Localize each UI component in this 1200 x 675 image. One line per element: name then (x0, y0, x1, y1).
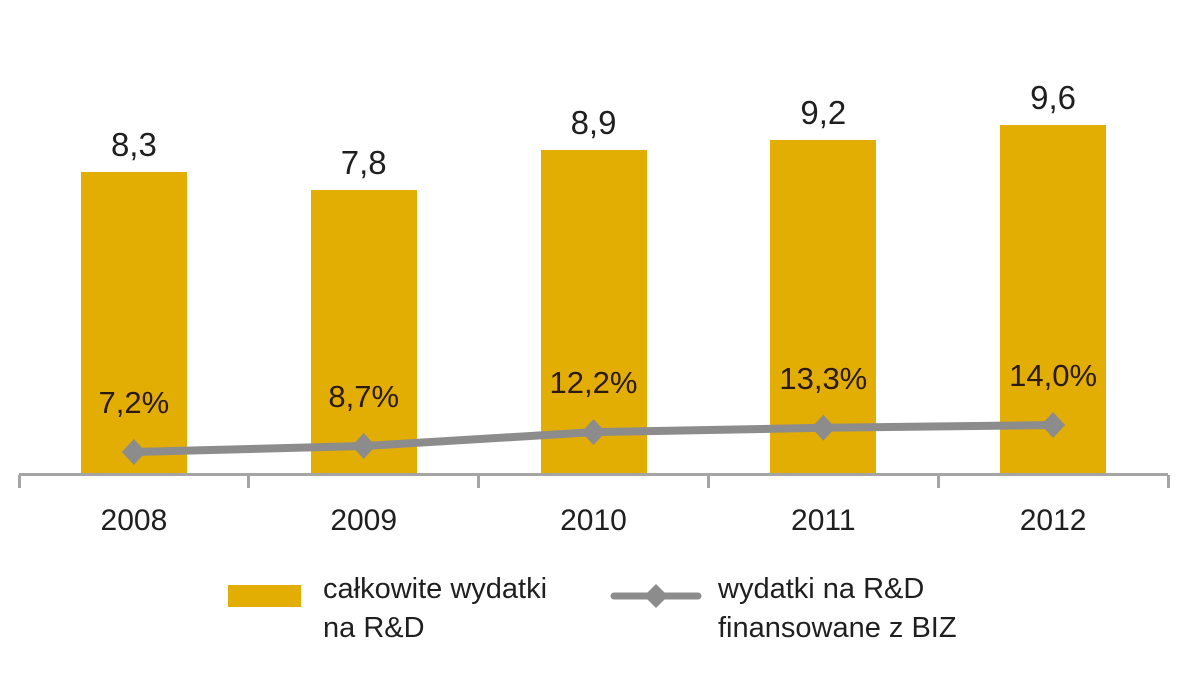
x-axis-tick-mark (1166, 475, 1170, 488)
bar-value-label: 7,8 (340, 144, 387, 182)
x-axis-tick-mark (936, 475, 940, 488)
x-axis-tick-label: 2010 (560, 504, 627, 537)
bar-2011 (770, 139, 877, 473)
bar-2010 (540, 150, 647, 473)
x-axis-line (19, 473, 1168, 476)
line-pct-label: 14,0% (1009, 358, 1098, 394)
legend-line-diamond-icon (610, 584, 702, 608)
x-axis-tick-mark (706, 475, 710, 488)
line-pct-label: 8,7% (328, 379, 400, 415)
x-axis-tick-label: 2008 (100, 504, 168, 537)
x-axis-tick-label: 2011 (791, 504, 856, 537)
line-pct-label: 12,2% (549, 365, 638, 401)
bar-2012 (1000, 125, 1107, 473)
legend-bar-swatch-icon (228, 585, 301, 607)
x-axis-tick-mark (247, 475, 251, 488)
bar-value-label: 9,6 (1030, 79, 1077, 116)
legend-label-line: na R&D (323, 612, 425, 644)
line-pct-label: 7,2% (98, 385, 170, 421)
legend-label-fdi-rd: wydatki na R&D finansowane z BIZ (718, 570, 957, 648)
bar-value-label: 9,2 (800, 93, 847, 131)
legend-label-line: wydatki na R&D (718, 573, 925, 605)
line-pct-label: 13,3% (779, 360, 868, 396)
x-axis-tick-mark (477, 475, 481, 488)
legend: całkowite wydatki na R&D wydatki na R&D … (0, 560, 1200, 675)
x-axis-tick-label: 2012 (1019, 504, 1087, 537)
bar-value-label: 8,9 (570, 104, 617, 142)
bar-2008 (80, 172, 187, 473)
bar-2009 (310, 190, 417, 473)
legend-label-line: całkowite wydatki (323, 573, 548, 605)
bar-value-label: 8,3 (110, 126, 157, 164)
legend-label-line: finansowane z BIZ (718, 612, 957, 644)
legend-label-total-rd: całkowite wydatki na R&D (323, 570, 547, 648)
x-axis-tick-mark (17, 475, 21, 488)
x-axis-tick-label: 2009 (330, 504, 398, 537)
